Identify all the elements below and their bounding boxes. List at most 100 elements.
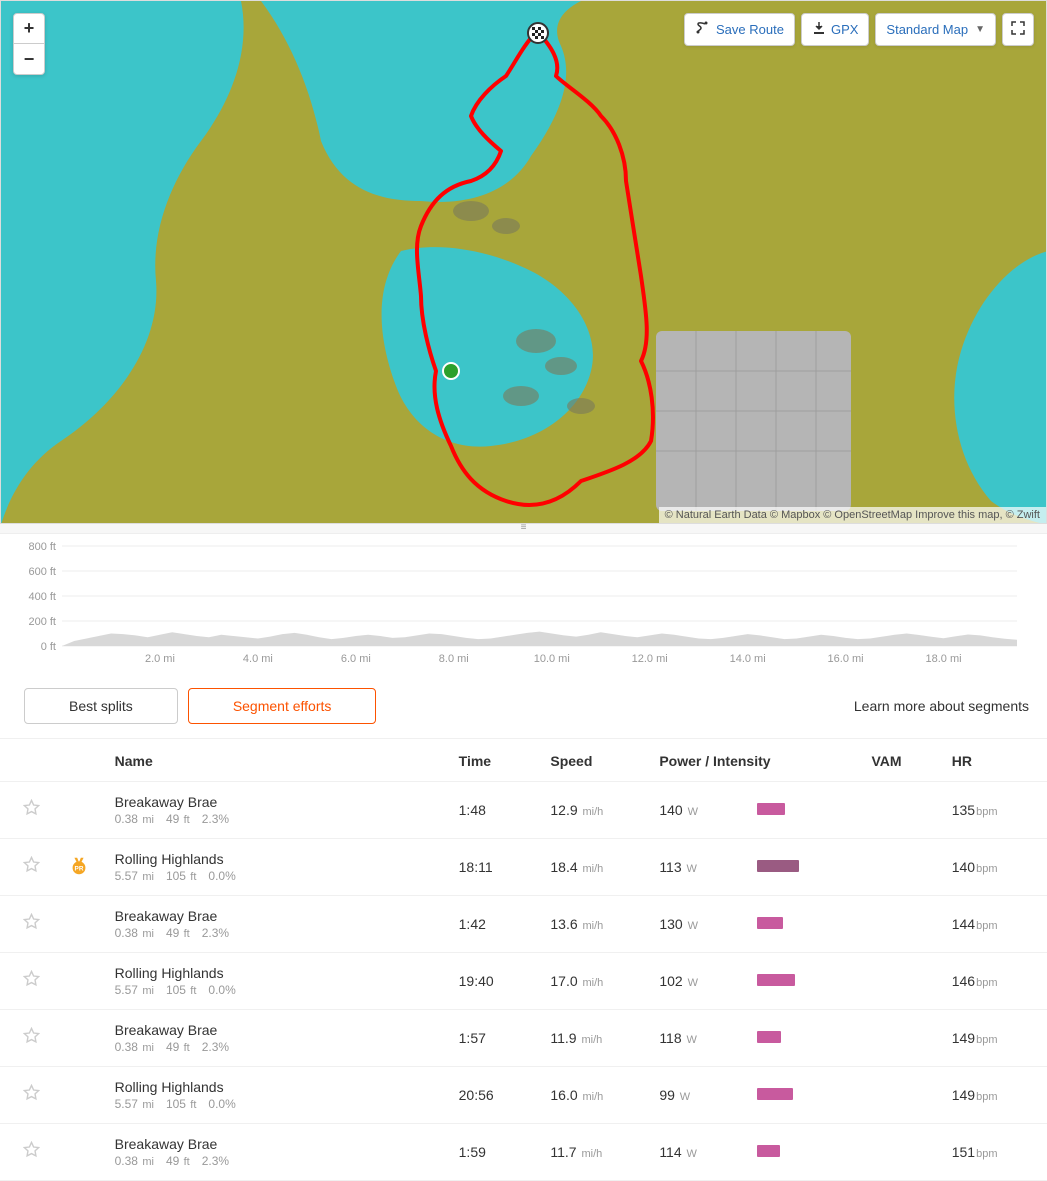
segment-name: Rolling Highlands — [115, 965, 443, 981]
svg-text:200 ft: 200 ft — [28, 616, 56, 628]
map-style-select[interactable]: Standard Map ▼ — [875, 13, 996, 46]
svg-text:12.0 mi: 12.0 mi — [632, 653, 668, 665]
tab-segment-efforts[interactable]: Segment efforts — [188, 688, 377, 724]
svg-text:18.0 mi: 18.0 mi — [925, 653, 961, 665]
intensity-bar — [757, 917, 783, 929]
segment-speed: 11.7 — [550, 1144, 576, 1160]
map-canvas — [1, 1, 1047, 524]
tab-group: Best splits Segment efforts — [24, 688, 376, 724]
svg-text:400 ft: 400 ft — [28, 591, 56, 603]
segment-name: Rolling Highlands — [115, 1079, 443, 1095]
segment-time: 1:57 — [459, 1030, 486, 1046]
svg-text:10.0 mi: 10.0 mi — [534, 653, 570, 665]
intensity-bar — [757, 1031, 781, 1043]
segment-speed: 12.9 — [550, 802, 577, 818]
elevation-chart[interactable]: 800 ft600 ft400 ft200 ft0 ft2.0 mi4.0 mi… — [0, 534, 1047, 674]
segment-hr: 146 — [952, 973, 975, 989]
segment-stats: 5.57 mi105 ft0.0% — [115, 869, 443, 883]
intensity-bar — [757, 974, 795, 986]
fullscreen-button[interactable] — [1002, 13, 1034, 46]
svg-text:6.0 mi: 6.0 mi — [341, 653, 371, 665]
svg-text:PR: PR — [75, 865, 84, 872]
col-power[interactable]: Power / Intensity — [651, 739, 863, 782]
segment-stats: 5.57 mi105 ft0.0% — [115, 1097, 443, 1111]
zoom-in-button[interactable]: + — [14, 14, 44, 44]
col-badge — [52, 739, 107, 782]
col-star — [0, 739, 52, 782]
table-row[interactable]: Breakaway Brae0.38 mi49 ft2.3%1:4812.9 m… — [0, 782, 1047, 839]
favorite-star-icon[interactable] — [23, 1141, 40, 1163]
svg-text:600 ft: 600 ft — [28, 566, 56, 578]
save-route-label: Save Route — [716, 22, 784, 37]
segment-hr: 151 — [952, 1144, 975, 1160]
map-style-label: Standard Map — [886, 22, 968, 37]
segment-speed: 17.0 — [550, 973, 577, 989]
segment-time: 20:56 — [459, 1087, 494, 1103]
segment-hr: 149 — [952, 1087, 975, 1103]
favorite-star-icon[interactable] — [23, 799, 40, 821]
start-marker — [443, 363, 459, 379]
segment-hr: 140 — [952, 859, 975, 875]
segment-stats: 0.38 mi49 ft2.3% — [115, 1040, 443, 1054]
segment-speed: 16.0 — [550, 1087, 577, 1103]
download-icon — [812, 21, 826, 38]
map-resize-handle[interactable]: ≡ — [0, 524, 1047, 534]
svg-text:800 ft: 800 ft — [28, 541, 56, 553]
segment-time: 19:40 — [459, 973, 494, 989]
favorite-star-icon[interactable] — [23, 856, 40, 878]
pr-badge-icon: PR — [68, 855, 90, 877]
chevron-down-icon: ▼ — [975, 24, 985, 35]
learn-more-link[interactable]: Learn more about segments — [854, 698, 1029, 714]
table-row[interactable]: Breakaway Brae0.38 mi49 ft2.3%1:5711.9 m… — [0, 1010, 1047, 1067]
col-vam[interactable]: VAM — [863, 739, 943, 782]
segment-time: 1:42 — [459, 916, 486, 932]
favorite-star-icon[interactable] — [23, 970, 40, 992]
col-time[interactable]: Time — [451, 739, 543, 782]
finish-marker — [528, 23, 548, 43]
save-route-button[interactable]: Save Route — [684, 13, 795, 46]
segment-power: 113 — [659, 859, 681, 875]
table-row[interactable]: Breakaway Brae0.38 mi49 ft2.3%1:4213.6 m… — [0, 896, 1047, 953]
gpx-label: GPX — [831, 22, 858, 37]
fullscreen-icon — [1011, 21, 1025, 38]
segment-hr: 135 — [952, 802, 975, 818]
segment-power: 99 — [659, 1087, 675, 1103]
intensity-bar — [757, 1088, 793, 1100]
route-map[interactable]: + − Save Route GPX Standard Map ▼ © Natu… — [0, 0, 1047, 524]
segment-hr: 144 — [952, 916, 975, 932]
svg-text:14.0 mi: 14.0 mi — [730, 653, 766, 665]
segment-speed: 18.4 — [550, 859, 577, 875]
zoom-out-button[interactable]: − — [14, 44, 44, 74]
gpx-button[interactable]: GPX — [801, 13, 869, 46]
segment-name: Breakaway Brae — [115, 1136, 443, 1152]
segment-stats: 0.38 mi49 ft2.3% — [115, 926, 443, 940]
segment-hr: 149 — [952, 1030, 975, 1046]
segment-power: 140 — [659, 802, 682, 818]
segments-table: Name Time Speed Power / Intensity VAM HR… — [0, 738, 1047, 1181]
table-row[interactable]: Breakaway Brae0.38 mi49 ft2.3%1:5911.7 m… — [0, 1124, 1047, 1181]
segment-time: 1:59 — [459, 1144, 486, 1160]
col-speed[interactable]: Speed — [542, 739, 651, 782]
intensity-bar — [757, 1145, 780, 1157]
segment-power: 114 — [659, 1144, 681, 1160]
col-name[interactable]: Name — [107, 739, 451, 782]
segment-stats: 0.38 mi49 ft2.3% — [115, 1154, 443, 1168]
favorite-star-icon[interactable] — [23, 1027, 40, 1049]
table-row[interactable]: Rolling Highlands 5.57 mi105 ft0.0% 20:56 1… — [0, 1067, 1047, 1124]
segment-time: 1:48 — [459, 802, 486, 818]
segment-power: 130 — [659, 916, 682, 932]
table-row[interactable]: PRRolling Highlands5.57 mi105 ft0.0%18:1… — [0, 839, 1047, 896]
segment-name: Rolling Highlands — [115, 851, 443, 867]
route-icon — [695, 20, 711, 39]
intensity-bar — [757, 860, 799, 872]
favorite-star-icon[interactable] — [23, 1084, 40, 1106]
intensity-bar — [757, 803, 785, 815]
segment-power: 118 — [659, 1030, 681, 1046]
table-row[interactable]: Rolling Highlands5.57 mi105 ft0.0%19:401… — [0, 953, 1047, 1010]
segment-name: Breakaway Brae — [115, 908, 443, 924]
svg-text:8.0 mi: 8.0 mi — [439, 653, 469, 665]
col-hr[interactable]: HR — [944, 739, 1047, 782]
tab-best-splits[interactable]: Best splits — [24, 688, 178, 724]
map-attribution: © Natural Earth Data © Mapbox © OpenStre… — [659, 507, 1046, 523]
favorite-star-icon[interactable] — [23, 913, 40, 935]
